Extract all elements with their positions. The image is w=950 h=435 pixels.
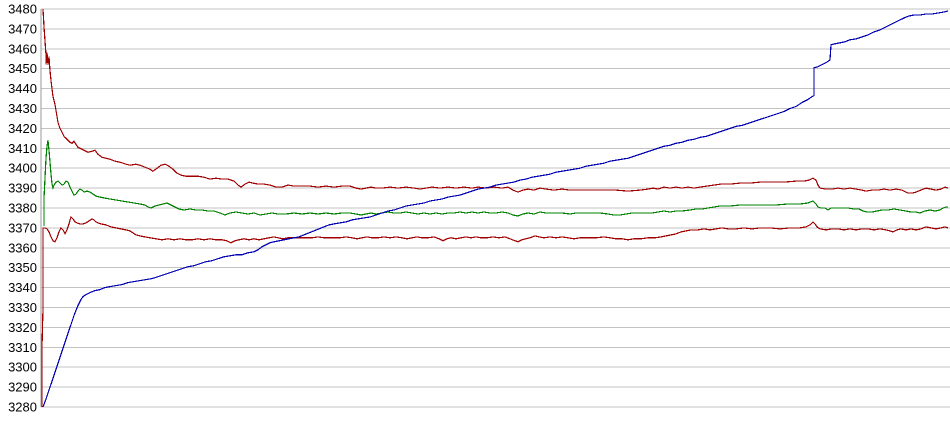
- y-axis-tick-label: 3330: [8, 300, 37, 315]
- y-axis-tick-label: 3350: [8, 260, 37, 275]
- series-line-green-mid: [43, 140, 948, 226]
- series-line-blue-rising: [42, 10, 949, 408]
- y-axis-tick-label: 3400: [8, 161, 37, 176]
- y-axis-tick-label: 3430: [8, 101, 37, 116]
- y-axis-tick-label: 3340: [8, 280, 37, 295]
- y-axis-tick-label: 3300: [8, 360, 37, 375]
- y-axis-tick-label: 3470: [8, 21, 37, 36]
- y-axis-tick-label: 3450: [8, 61, 37, 76]
- series-group: [41, 8, 949, 408]
- y-axis-tick-label: 3290: [8, 380, 37, 395]
- y-axis-tick-label: 3420: [8, 121, 37, 136]
- gridlines-group: [41, 8, 950, 408]
- y-axis-tick-label: 3320: [8, 320, 37, 335]
- y-axis-tick-label: 3480: [8, 2, 37, 17]
- y-axis-tick-label: 3310: [8, 340, 37, 355]
- y-axis-tick-label: 3410: [8, 141, 37, 156]
- y-axis-tick-label: 3380: [8, 201, 37, 216]
- y-axis-tick-label: 3280: [8, 400, 37, 415]
- series-line-red-upper: [42, 8, 949, 194]
- y-axis-labels-group: 3480 3470 3460 3450 3440 3430 3420 3410 3400 3390…: [8, 2, 37, 415]
- y-axis-tick-label: 3390: [8, 181, 37, 196]
- y-axis-tick-label: 3370: [8, 220, 37, 235]
- y-axis-tick-label: 3360: [8, 240, 37, 255]
- y-axis-tick-label: 3440: [8, 81, 37, 96]
- series-line-red-lower: [41, 215, 949, 407]
- y-axis-tick-label: 3460: [8, 41, 37, 56]
